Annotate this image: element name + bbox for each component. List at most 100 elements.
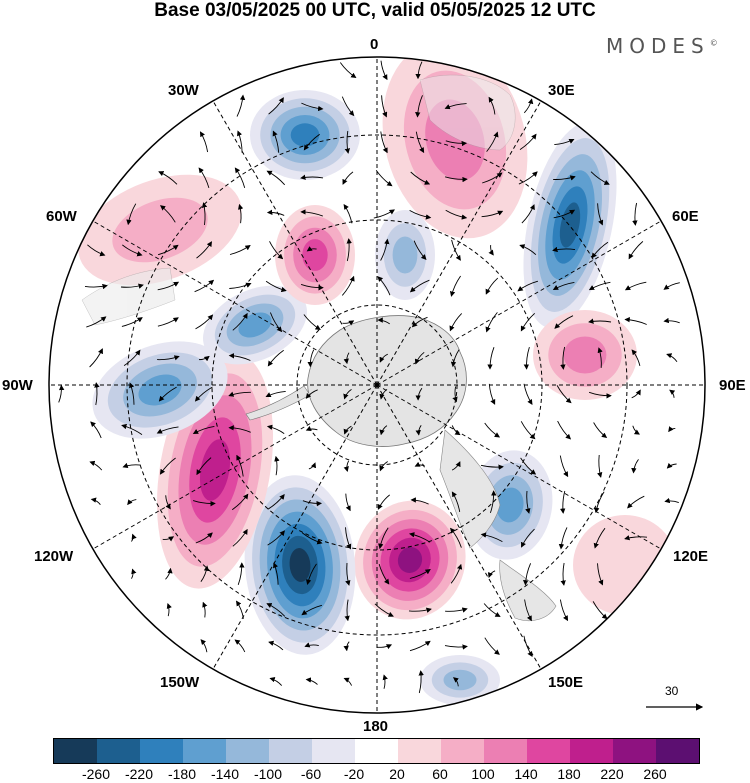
wind-arrow [444, 103, 467, 110]
wind-arrow [120, 283, 144, 289]
wind-arrow [557, 420, 572, 440]
wind-arrow [344, 599, 350, 622]
wind-arrow [127, 499, 137, 506]
lon-label-30w: 30W [168, 82, 199, 99]
wind-arrow [159, 457, 176, 475]
wind-arrow [520, 457, 537, 475]
wind-arrow [267, 530, 285, 546]
wind-arrow [158, 386, 177, 402]
wind-arrow [378, 563, 390, 585]
wind-arrow [157, 244, 179, 256]
colorbar-swatch [656, 739, 699, 763]
wind-arrow [166, 603, 172, 617]
wind-arrow [305, 677, 318, 685]
wind-arrow [379, 461, 388, 472]
wind-arrow [121, 423, 143, 435]
wind-arrow [523, 635, 533, 657]
wind-arrow [487, 347, 495, 370]
wind-arrow [377, 494, 390, 510]
wind-arrow [158, 171, 178, 185]
wind-arrow [450, 527, 462, 548]
wind-arrow [229, 282, 252, 289]
wind-arrow [381, 95, 388, 118]
wind-arrow [552, 281, 575, 291]
reference-vector-label: 30 [665, 684, 679, 698]
wind-arrow [90, 421, 102, 439]
wind-arrow [666, 353, 678, 362]
lon-label-90w: 90W [2, 377, 33, 394]
wind-arrow [195, 532, 213, 544]
wind-arrow [89, 460, 103, 471]
wind-arrow [342, 171, 354, 185]
wind-arrow [597, 203, 604, 226]
colorbar-swatch [613, 739, 656, 763]
wind-arrow [559, 599, 569, 622]
map-title: Base 03/05/2025 00 UTC, valid 05/05/2025… [154, 0, 596, 21]
wind-arrow [410, 497, 429, 505]
colorbar-tick-label: -220 [124, 766, 154, 782]
wind-arrow [343, 425, 352, 435]
anomaly-contour [443, 669, 477, 691]
wind-arrow [591, 241, 609, 259]
wind-arrow [303, 133, 320, 151]
wind-arrow [269, 312, 283, 333]
wind-arrow [305, 563, 317, 585]
wind-arrow [664, 497, 679, 504]
wind-arrow [231, 493, 249, 511]
wind-arrow [159, 205, 176, 223]
wind-arrow [236, 454, 244, 477]
colorbar-tick-label: 100 [471, 766, 495, 782]
wind-arrow [483, 603, 501, 617]
wind-arrow [229, 244, 251, 255]
lon-label-150e: 150E [548, 674, 584, 691]
wind-arrow [192, 500, 216, 507]
wind-arrow [592, 601, 608, 620]
colorbar-tick-label: -140 [210, 766, 240, 782]
meridian-line [92, 220, 378, 386]
wind-arrow [86, 316, 107, 328]
wind-arrow [268, 640, 284, 651]
wind-arrow [409, 210, 432, 220]
wind-arrow [300, 209, 323, 217]
wind-arrow [304, 642, 319, 648]
wind-arrow [450, 349, 460, 368]
colorbar-tick-label: 220 [600, 766, 624, 782]
wind-arrow [269, 677, 283, 686]
wind-arrow [198, 167, 210, 189]
wind-arrow [560, 490, 566, 514]
wind-arrow [238, 203, 244, 224]
wind-arrow [450, 563, 463, 584]
wind-arrow [87, 244, 106, 257]
wind-arrow [556, 385, 572, 404]
wind-arrow [265, 390, 286, 398]
wind-arrow [343, 677, 353, 686]
wind-arrow [122, 462, 141, 469]
latitude-circle [126, 134, 628, 636]
wind-arrow [445, 140, 468, 147]
anomaly-contour [112, 197, 208, 263]
wind-arrow [121, 317, 143, 327]
wind-arrow [627, 495, 645, 509]
wind-arrow [451, 425, 461, 436]
wind-arrow [196, 457, 212, 476]
wind-arrow [377, 276, 391, 296]
wind-arrow [415, 387, 423, 401]
wind-arrow [521, 204, 535, 224]
wind-arrow [593, 422, 608, 439]
wind-arrow [379, 425, 388, 436]
wind-arrow [560, 346, 566, 370]
wind-arrow [342, 320, 355, 326]
map-border [48, 56, 706, 714]
wind-arrow [597, 563, 604, 586]
colorbar-tick-label: -260 [81, 766, 111, 782]
colorbar-swatch [570, 739, 613, 763]
wind-arrow [374, 603, 394, 617]
meridian-line [376, 384, 662, 550]
wind-arrow [302, 500, 322, 507]
wind-arrow [410, 171, 431, 185]
wind-arrow [273, 562, 279, 585]
wind-arrow [480, 464, 504, 470]
wind-arrow [380, 131, 388, 154]
wind-arrow [558, 527, 568, 550]
wind-arrow [588, 281, 611, 291]
